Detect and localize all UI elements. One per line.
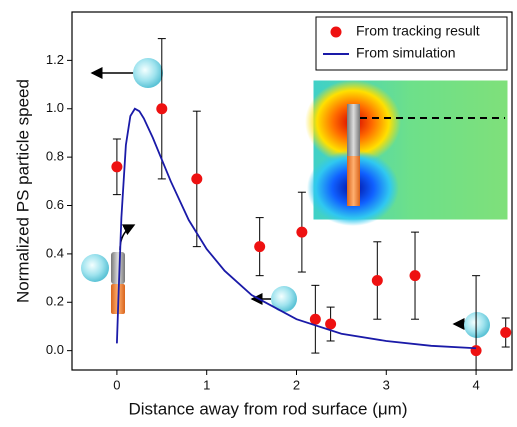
data-point — [191, 173, 203, 185]
y-tick-label: 0.2 — [46, 294, 64, 309]
y-tick-label: 0.4 — [46, 245, 64, 260]
inset-field-map — [305, 79, 509, 226]
data-point — [470, 345, 482, 357]
simulation-line — [115, 107, 477, 350]
data-point — [309, 313, 321, 325]
x-tick-label: 3 — [383, 377, 390, 392]
x-tick-label: 0 — [113, 377, 120, 392]
legend-label: From simulation — [356, 45, 456, 61]
legend-marker — [330, 26, 342, 38]
y-tick-label: 0.6 — [46, 197, 64, 212]
plot-frame — [71, 11, 513, 371]
y-tick-label: 1.2 — [46, 52, 64, 67]
x-axis-title: Distance away from rod surface (μm) — [128, 399, 407, 418]
x-tick-label: 1 — [203, 377, 210, 392]
data-point — [371, 275, 383, 286]
legend-label: From tracking result — [356, 23, 480, 39]
x-tick-label: 4 — [472, 377, 479, 392]
plot-area — [111, 38, 512, 370]
rod-illustration — [81, 224, 136, 314]
decorations — [81, 58, 509, 338]
particle-arrows — [90, 58, 490, 338]
data-point — [111, 161, 123, 173]
data-point — [156, 103, 168, 115]
y-tick-label: 1.0 — [46, 100, 64, 115]
data-point — [500, 327, 512, 339]
data-point — [409, 270, 421, 282]
data-point — [296, 226, 308, 238]
y-tick-label: 0.0 — [46, 342, 64, 357]
y-axis-title: Normalized PS particle speed — [13, 79, 32, 303]
y-tick-label: 0.8 — [46, 149, 64, 164]
legend-box — [315, 16, 508, 71]
data-point — [254, 241, 266, 253]
data-point — [325, 318, 337, 330]
legend: From tracking result From simulation — [315, 16, 508, 71]
x-tick-label: 2 — [293, 377, 300, 392]
